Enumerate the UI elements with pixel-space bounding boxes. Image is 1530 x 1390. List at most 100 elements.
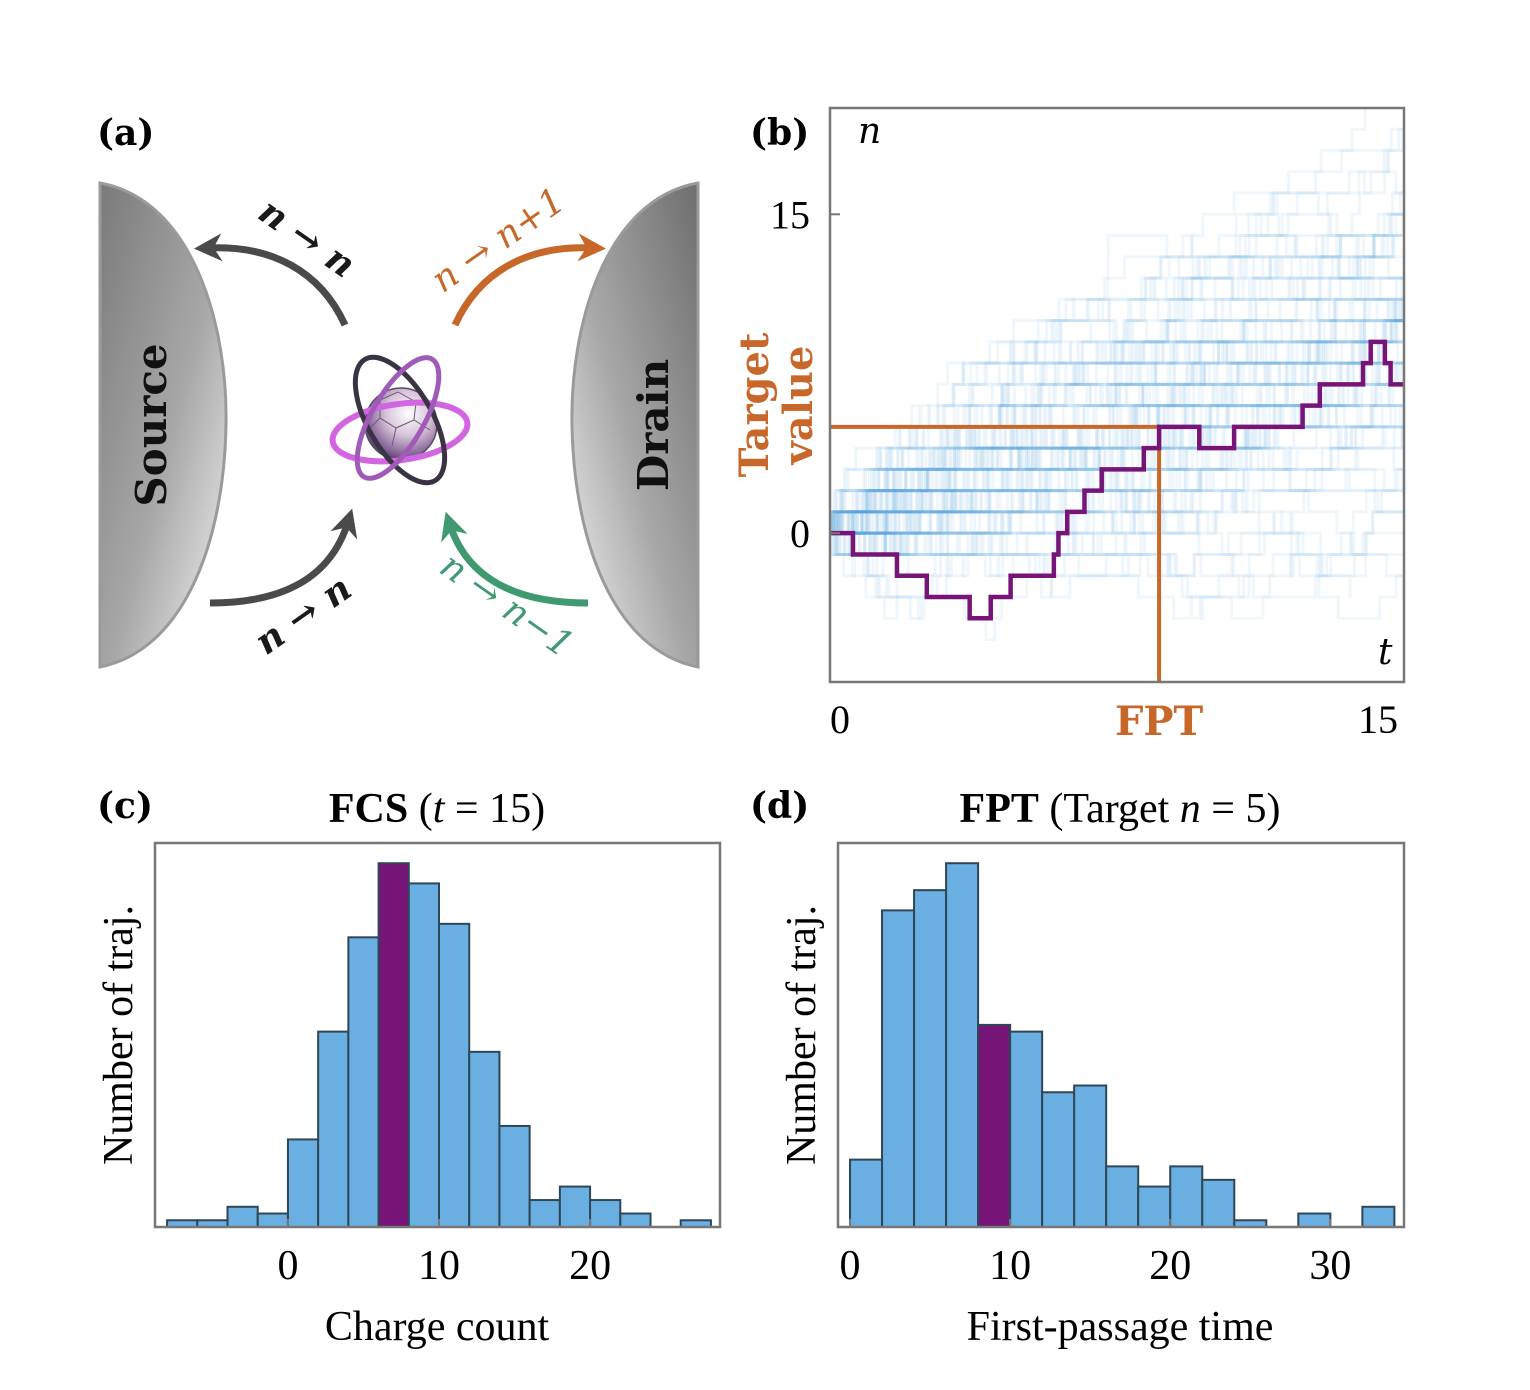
background-trajectory <box>830 297 1404 556</box>
background-trajectory <box>830 212 1404 535</box>
panel-label-c: (c) <box>97 785 153 827</box>
background-trajectory <box>830 361 1404 535</box>
histogram-bar <box>286 1138 320 1228</box>
chart-title-d: FPT (Target n = 5) <box>960 786 1281 832</box>
background-trajectory <box>830 425 1404 578</box>
histogram-bar <box>347 936 380 1228</box>
background-trajectory <box>830 340 1404 535</box>
x-tick-label-15: 15 <box>1358 697 1398 742</box>
source-label: Source <box>127 343 176 506</box>
histogram-bar <box>1169 1165 1204 1228</box>
title-rest-d: = 5) <box>1201 786 1281 832</box>
background-trajectory <box>830 382 1404 535</box>
histogram-bar <box>256 1212 289 1229</box>
background-trajectory <box>830 212 1404 535</box>
background-trajectory <box>830 404 1404 556</box>
background-trajectory <box>830 212 1404 556</box>
background-trajectory <box>830 382 1404 535</box>
target-label-line1: Target <box>731 332 778 477</box>
background-trajectory <box>830 108 1367 535</box>
background-trajectory <box>830 297 1404 535</box>
background-trajectory <box>830 340 1404 556</box>
background-trajectory <box>830 340 1404 535</box>
background-trajectory <box>830 404 1404 535</box>
background-trajectory <box>830 425 1404 620</box>
histogram-bars-c <box>166 862 712 1229</box>
background-trajectory <box>830 404 1404 556</box>
histogram-bar <box>619 1212 652 1229</box>
background-trajectory <box>830 319 1404 535</box>
background-trajectory <box>830 297 1404 535</box>
histogram-bar <box>589 1199 622 1228</box>
histogram-bar <box>1201 1178 1236 1229</box>
histogram-bar <box>1073 1084 1108 1229</box>
histogram-bar <box>1297 1212 1332 1229</box>
histogram-bar <box>438 922 471 1228</box>
panel-label-b: (b) <box>750 112 809 154</box>
background-trajectory <box>830 425 1404 620</box>
background-trajectory <box>830 425 1404 556</box>
background-trajectory <box>830 425 1404 599</box>
background-trajectory <box>830 212 1404 535</box>
x-ticks-d: 0 10 20 30 <box>840 1219 1351 1289</box>
histogram-bar <box>1361 1205 1396 1228</box>
title-paren-d: (Target <box>1049 786 1179 832</box>
background-trajectory <box>830 319 1404 556</box>
title-main-d: FPT <box>960 786 1039 832</box>
background-trajectory <box>830 361 1404 535</box>
arrow-dot-to-source <box>194 233 349 327</box>
background-trajectory <box>830 234 1404 535</box>
y-tick-label-15: 15 <box>770 192 810 237</box>
arrow-drain-to-dot <box>441 511 589 607</box>
background-trajectory <box>830 361 1404 535</box>
histogram-bar <box>881 909 916 1228</box>
background-trajectory <box>830 361 1404 556</box>
background-trajectory <box>830 361 1404 556</box>
panel-d-fpt-histogram: (d) FPT (Target n = 5) 0 10 20 30 Number of… <box>750 785 1406 1350</box>
plot-frame-d <box>836 841 1406 1229</box>
plot-frame-c <box>153 841 722 1229</box>
background-trajectory <box>830 297 1404 578</box>
molecule-with-orbit-rings-icon <box>329 354 471 486</box>
background-trajectory <box>830 319 1404 535</box>
x-tick-label: 10 <box>989 1243 1031 1289</box>
x-tick-label: 20 <box>1149 1243 1191 1289</box>
plot-frame-b <box>828 106 1406 684</box>
background-trajectory <box>830 319 1404 535</box>
fpt-label: FPT <box>1115 698 1203 745</box>
source-electrode <box>98 181 228 669</box>
x-axis-label-c: Charge count <box>325 1304 550 1350</box>
background-trajectory <box>830 191 1404 556</box>
background-trajectory <box>830 404 1404 620</box>
x-tick-label: 0 <box>840 1243 861 1289</box>
background-trajectory <box>830 255 1404 556</box>
y-axis-label-b: n <box>858 111 881 152</box>
histogram-bar <box>407 882 441 1229</box>
background-trajectory <box>830 467 1404 620</box>
background-trajectory <box>830 170 1404 535</box>
transition-label-dot-to-drain: n → n+1 <box>424 180 572 301</box>
background-trajectory <box>830 404 1404 556</box>
background-trajectory <box>830 319 1404 535</box>
background-trajectories <box>830 108 1404 641</box>
arrow-dot-to-drain <box>451 233 606 327</box>
background-trajectory <box>830 382 1404 578</box>
panel-label-d: (d) <box>750 785 809 827</box>
background-trajectory <box>830 404 1404 535</box>
title-paren-c: ( <box>419 786 433 832</box>
histogram-bar <box>528 1199 561 1228</box>
x-axis-label-d: First-passage time <box>967 1304 1274 1350</box>
histogram-bar <box>1137 1185 1172 1229</box>
background-trajectory <box>830 489 1404 620</box>
background-trajectory <box>830 297 1404 578</box>
title-var-c: t <box>433 786 446 832</box>
y-axis-label-d: Number of traj. <box>779 905 825 1165</box>
background-trajectory <box>830 297 1404 535</box>
background-trajectory <box>830 127 1404 535</box>
histogram-bar <box>468 1050 501 1229</box>
background-trajectory <box>830 191 1404 535</box>
background-trajectory <box>830 467 1404 578</box>
target-label-line2: value <box>775 346 822 466</box>
chart-title-c: FCS (t = 15) <box>329 786 545 832</box>
